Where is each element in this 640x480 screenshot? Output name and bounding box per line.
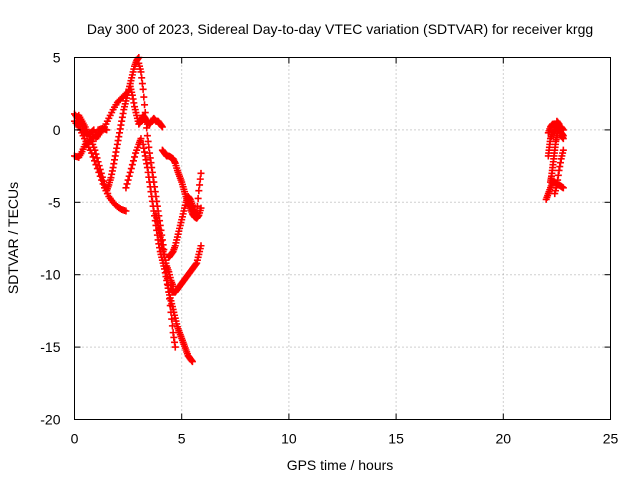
y-tick-label: 0 (53, 122, 61, 138)
x-tick-label: 10 (281, 431, 297, 447)
data-series-track (122, 135, 145, 192)
data-point (123, 180, 131, 188)
x-tick-label: 15 (388, 431, 404, 447)
ticks-layer: 0 5 10 15 20 25 -20 -15 -10 -5 0 5 (40, 50, 618, 447)
data-point (168, 322, 176, 330)
data-point (171, 343, 179, 351)
data-point (99, 177, 107, 185)
data-point (193, 202, 201, 210)
data-point (168, 315, 176, 323)
x-tick-label: 5 (178, 431, 186, 447)
data-point (122, 207, 130, 215)
data-point (137, 135, 145, 143)
data-point (124, 176, 132, 184)
data-point (91, 146, 99, 154)
data-point (559, 184, 567, 192)
data-point (93, 154, 101, 162)
data-point (129, 157, 137, 165)
data-point (92, 150, 100, 158)
data-series-track (167, 242, 205, 296)
y-tick-label: -20 (40, 412, 60, 428)
data-point (89, 127, 97, 135)
data-series-track (551, 146, 567, 198)
data-point (158, 123, 166, 131)
grid-layer (74, 57, 611, 420)
data-point (126, 168, 134, 176)
data-point (122, 184, 130, 192)
x-tick-label: 0 (71, 431, 79, 447)
data-series-track (126, 82, 151, 128)
data-point (139, 85, 147, 93)
chart-title: Day 300 of 2023, Sidereal Day-to-day VTE… (87, 21, 593, 37)
data-point (193, 210, 201, 218)
data-series-track (143, 114, 166, 131)
data-series-track (546, 123, 567, 186)
data-point (131, 153, 139, 161)
y-tick-label: -5 (48, 194, 61, 210)
data-point (140, 93, 148, 101)
x-tick-label: 25 (603, 431, 619, 447)
data-point (188, 358, 196, 366)
data-point (194, 194, 202, 202)
y-axis-label: SDTVAR / TECUs (5, 182, 21, 294)
x-tick-label: 20 (496, 431, 512, 447)
data-point (125, 172, 133, 180)
data-point (141, 109, 149, 117)
data-point (97, 169, 105, 177)
data-point (143, 124, 151, 132)
x-axis-label: GPS time / hours (287, 457, 394, 473)
data-point (559, 146, 567, 154)
data-point (94, 158, 102, 166)
data-series-track (139, 140, 196, 366)
data-point (127, 165, 135, 173)
data-point (128, 161, 136, 169)
y-tick-label: 5 (53, 50, 61, 66)
data-series-track (158, 146, 205, 222)
data-point (559, 132, 567, 140)
data-point (197, 242, 205, 250)
data-point (197, 169, 205, 177)
data-series-track (92, 85, 134, 143)
data-series-track (165, 169, 205, 261)
data-point (96, 165, 104, 173)
plot-frame (74, 57, 611, 420)
data-point (95, 162, 103, 170)
points-layer (71, 54, 567, 366)
data-point (141, 101, 149, 109)
y-tick-label: -15 (40, 339, 60, 355)
data-point (98, 173, 106, 181)
y-tick-label: -10 (40, 267, 60, 283)
data-point (197, 204, 205, 212)
